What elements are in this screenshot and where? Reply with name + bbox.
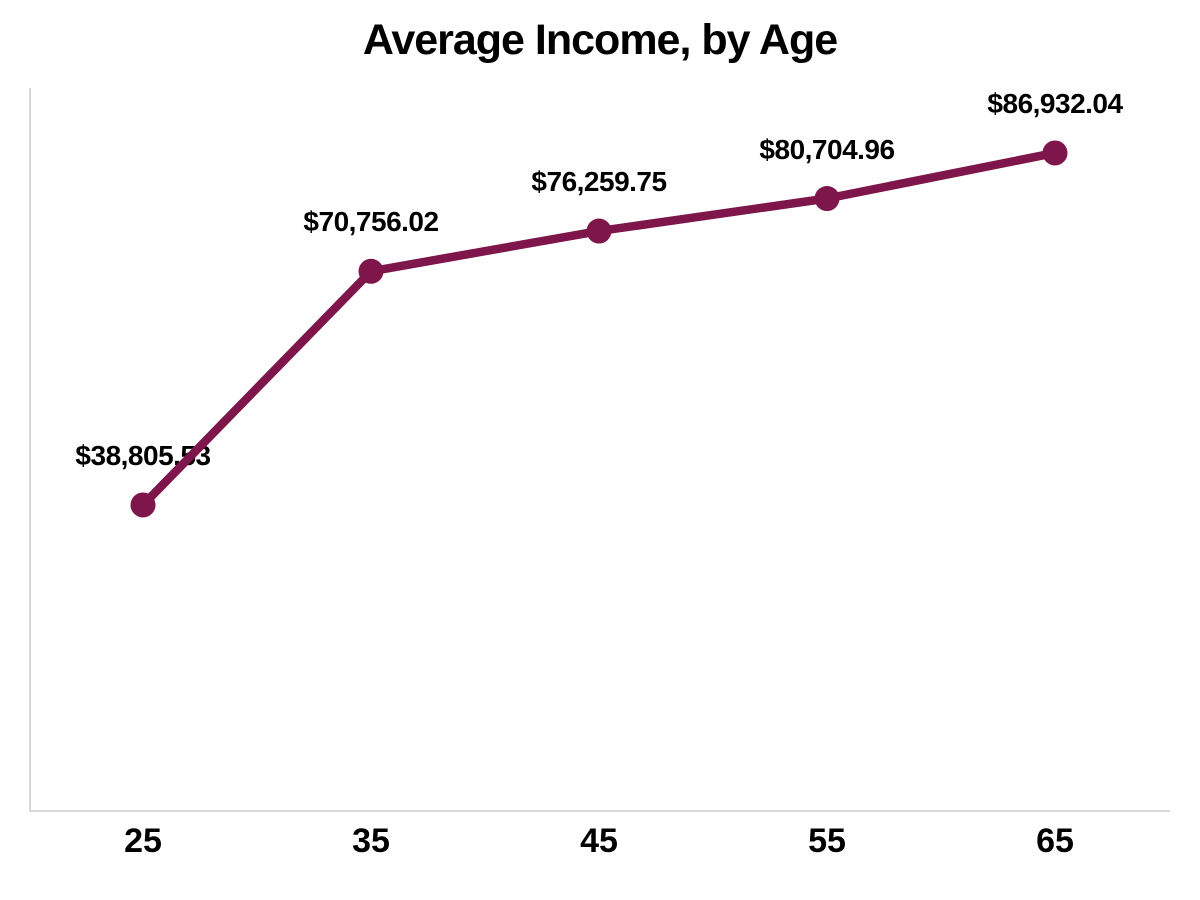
data-point-marker [358,258,384,284]
data-point-marker [814,186,840,212]
series-line [138,148,1060,510]
data-label: $80,704.96 [759,133,895,165]
data-point-marker [586,218,612,244]
x-tick-label: 35 [352,822,390,860]
data-point-marker [1042,140,1068,166]
data-label: $76,259.75 [531,166,667,198]
data-label: $70,756.02 [303,206,439,238]
x-tick-label: 45 [580,822,618,860]
chart-title: Average Income, by Age [362,16,838,64]
data-label: $86,932.04 [987,87,1123,119]
x-tick-label: 65 [1036,822,1074,860]
data-point-markers [130,140,1068,518]
x-tick-label: 55 [808,822,846,860]
x-tick-label: 25 [124,822,162,860]
data-point-marker [130,492,156,518]
